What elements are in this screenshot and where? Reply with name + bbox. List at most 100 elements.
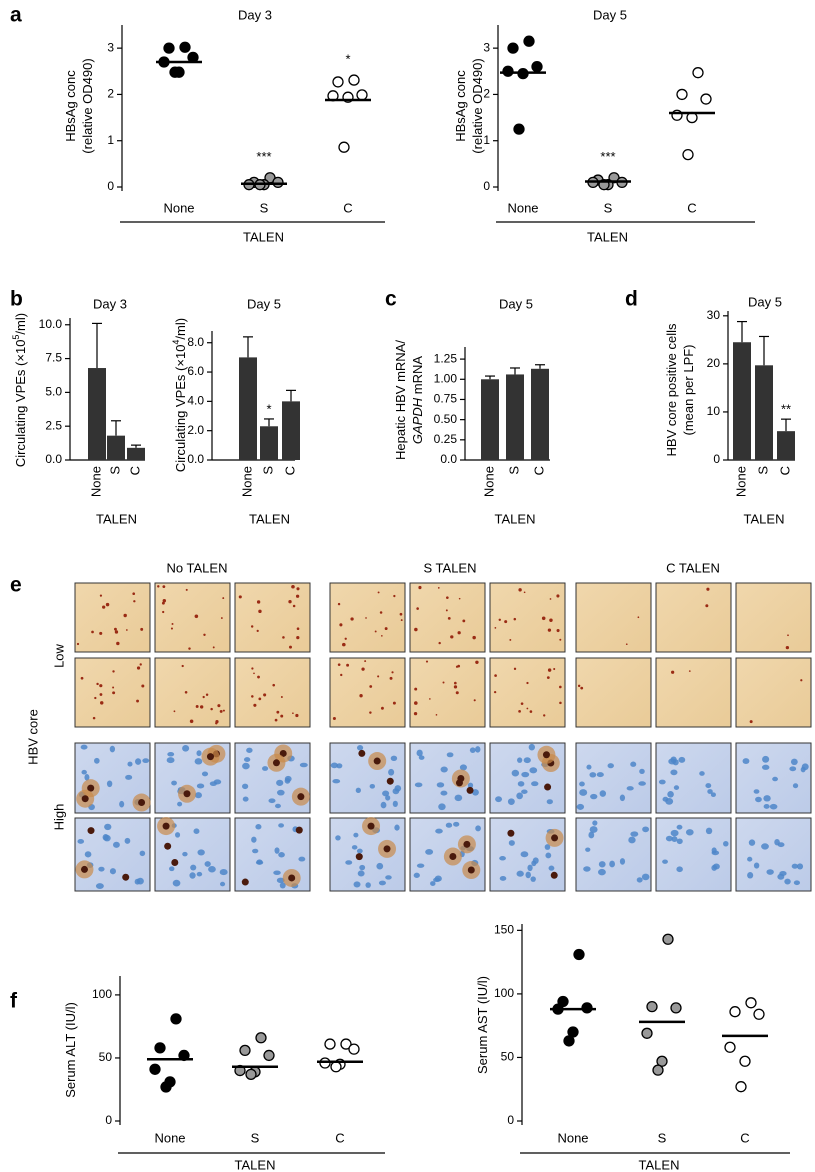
bar (777, 431, 795, 460)
nucleus (208, 866, 216, 873)
nucleus (585, 847, 591, 852)
x-tick-label: None (239, 466, 254, 497)
nucleus (665, 835, 673, 842)
x-tick-label: None (154, 1130, 185, 1145)
nucleus (127, 761, 133, 767)
nucleus (507, 798, 515, 805)
nucleus (747, 872, 754, 879)
positive-nucleus (241, 878, 249, 886)
label-part: Circulating VPEs (×10 (173, 345, 188, 473)
stain-dot (359, 694, 363, 698)
stain-dot (413, 711, 418, 716)
stain-dot (706, 587, 710, 591)
nucleus (711, 864, 718, 871)
nucleus (177, 801, 183, 807)
nucleus (274, 847, 280, 854)
y-tick-label: 0 (713, 452, 720, 466)
x-tick-label: C (335, 1130, 344, 1145)
row-label: Low (51, 643, 66, 667)
stain-dot (295, 713, 299, 718)
stain-dot (543, 714, 546, 717)
nucleus (125, 774, 133, 780)
micrograph (329, 657, 406, 728)
stain-dot (96, 682, 99, 686)
y-tick-label: 2 (107, 87, 114, 101)
nucleus (711, 847, 717, 854)
data-point (682, 148, 694, 161)
nucleus (425, 848, 434, 855)
nucleus (113, 841, 120, 848)
stain-dot (785, 645, 790, 650)
positive-nucleus (138, 799, 146, 807)
panel-letter: d (625, 288, 638, 311)
column-header: S TALEN (424, 560, 477, 575)
stain-dot (296, 636, 300, 640)
x-tick-label: S (604, 200, 613, 215)
stain-dot (425, 660, 429, 663)
stain-dot (749, 720, 753, 724)
nucleus (80, 744, 88, 750)
nucleus (748, 839, 756, 846)
nucleus (723, 840, 729, 847)
stain-dot (437, 586, 440, 589)
stain-dot (140, 627, 144, 631)
nucleus (705, 827, 713, 835)
nucleus (119, 800, 125, 808)
nucleus (761, 843, 769, 850)
stain-dot (559, 685, 562, 689)
data-point (502, 65, 514, 77)
nucleus (598, 868, 606, 876)
nucleus (196, 871, 203, 877)
nucleus (194, 792, 202, 799)
nucleus (599, 790, 607, 797)
nucleus (791, 863, 799, 869)
micrograph (575, 742, 652, 814)
x-tick-label: S (260, 466, 275, 475)
stain-dot (361, 667, 365, 671)
y-axis-label: (relative OD490) (80, 58, 95, 153)
stain-dot (549, 598, 552, 600)
stain-dot (280, 714, 284, 718)
x-tick-label: C (531, 466, 546, 475)
nucleus (196, 783, 205, 789)
data-point (641, 1027, 653, 1039)
stain-dot (100, 701, 104, 705)
nucleus (772, 776, 779, 782)
data-point (563, 1035, 575, 1047)
stain-dot (454, 681, 457, 685)
positive-nucleus (122, 873, 130, 881)
stain-dot (399, 612, 403, 616)
stain-dot (253, 703, 257, 707)
nucleus (197, 849, 205, 856)
nucleus (390, 755, 398, 762)
stain-dot (203, 633, 206, 636)
nucleus (469, 747, 476, 753)
stain-dot (381, 635, 383, 637)
nucleus (418, 755, 425, 760)
chart-title: Day 3 (93, 296, 127, 311)
chart-title: Day 3 (238, 7, 272, 22)
nucleus (353, 832, 359, 838)
stain-dot (523, 591, 526, 594)
nucleus (495, 796, 503, 803)
stain-dot (205, 693, 209, 697)
stain-dot (258, 609, 262, 614)
nucleus (182, 851, 188, 857)
stain-dot (80, 676, 84, 680)
y-tick-label: 7.5 (45, 351, 62, 365)
nucleus (630, 761, 637, 767)
data-point (735, 1081, 747, 1093)
nucleus (299, 762, 308, 768)
stain-dot (509, 638, 512, 641)
group-label: TALEN (495, 511, 536, 526)
significance: * (266, 401, 271, 416)
group-label: TALEN (96, 511, 137, 526)
stain-dot (132, 592, 136, 596)
nucleus (658, 779, 666, 785)
stain-dot (141, 684, 145, 688)
micrograph (489, 657, 566, 728)
positive-nucleus (449, 853, 457, 861)
stain-dot (447, 617, 451, 620)
stain-dot (473, 699, 476, 702)
